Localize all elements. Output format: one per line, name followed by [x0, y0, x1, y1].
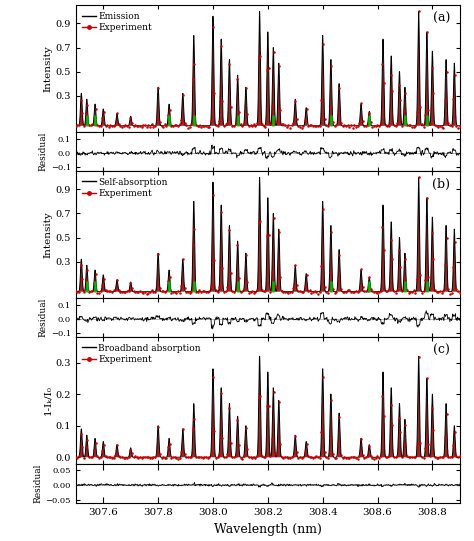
Y-axis label: Intensity: Intensity: [44, 45, 53, 92]
Y-axis label: Residual: Residual: [39, 298, 48, 337]
Y-axis label: Residual: Residual: [39, 132, 48, 171]
Text: (c): (c): [433, 344, 450, 357]
Y-axis label: 1-Iₖ/I₀: 1-Iₖ/I₀: [44, 386, 53, 415]
Y-axis label: Residual: Residual: [34, 464, 43, 503]
Text: (b): (b): [432, 177, 450, 190]
Legend: Broadband absorption, Experiment: Broadband absorption, Experiment: [81, 342, 203, 366]
X-axis label: Wavelength (nm): Wavelength (nm): [214, 523, 322, 536]
Text: (a): (a): [433, 12, 450, 25]
Legend: Self-absorption, Experiment: Self-absorption, Experiment: [81, 176, 170, 200]
Legend: Emission, Experiment: Emission, Experiment: [81, 10, 154, 34]
Y-axis label: Intensity: Intensity: [44, 211, 53, 258]
